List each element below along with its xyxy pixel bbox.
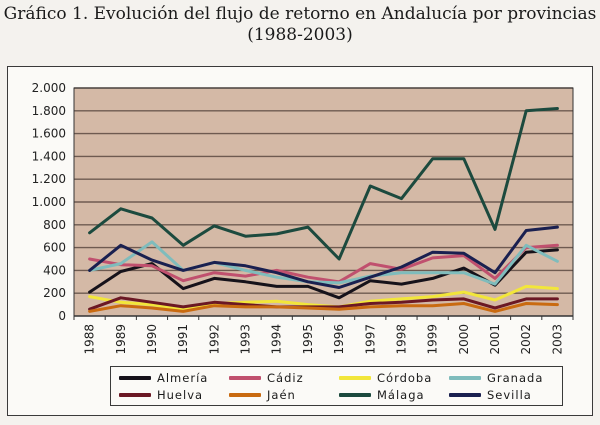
x-tick-label: 1992 bbox=[207, 324, 221, 355]
y-tick-label: 2.000 bbox=[32, 81, 66, 95]
legend-item-jaen: Jaén bbox=[229, 387, 296, 403]
legend-item-malaga: Málaga bbox=[339, 387, 425, 403]
series-line-cadiz bbox=[88, 243, 559, 284]
x-tick-labels: 1988 1989 1990 1991 1992 1993 1994 1995 1996 1997… bbox=[83, 324, 565, 355]
y-tick-label: 600 bbox=[43, 241, 66, 255]
legend-item-cordoba: Córdoba bbox=[339, 370, 432, 386]
y-tick-label: 400 bbox=[43, 263, 66, 277]
y-tick-label: 800 bbox=[43, 218, 66, 232]
series-line-malaga bbox=[88, 107, 559, 261]
legend-label: Almería bbox=[157, 371, 209, 385]
y-tick-label: 200 bbox=[43, 286, 66, 300]
legend-label: Huelva bbox=[157, 388, 204, 402]
legend-label: Jaén bbox=[267, 388, 296, 402]
y-tick-labels: 0 200 400 600 800 1.000 1.200 1.400 1.600 1.800 2.… bbox=[32, 81, 66, 323]
chart-title: Gráfico 1. Evolución del flujo de retorn… bbox=[0, 4, 600, 46]
legend: Almería Cádiz Córdoba Granada Huelva Jaén Mála… bbox=[110, 366, 563, 406]
x-tick-label: 1996 bbox=[332, 324, 346, 355]
y-tick-label: 1.200 bbox=[32, 172, 66, 186]
legend-swatch bbox=[339, 393, 371, 397]
legend-swatch bbox=[449, 376, 481, 380]
x-tick-label: 1999 bbox=[426, 324, 440, 355]
x-tick-label: 1990 bbox=[145, 324, 159, 355]
series-lines bbox=[88, 107, 559, 313]
legend-label: Málaga bbox=[377, 388, 425, 402]
chart-title-line1: Gráfico 1. Evolución del flujo de retorn… bbox=[3, 4, 597, 24]
legend-swatch bbox=[449, 393, 481, 397]
x-tick-label: 1989 bbox=[114, 324, 128, 355]
legend-item-huelva: Huelva bbox=[119, 387, 203, 403]
series-line-huelva bbox=[88, 296, 559, 311]
legend-item-granada: Granada bbox=[449, 370, 543, 386]
x-tick-label: 1995 bbox=[301, 324, 315, 355]
axes bbox=[73, 87, 574, 320]
legend-label: Sevilla bbox=[487, 388, 532, 402]
y-tick-label: 0 bbox=[58, 309, 66, 323]
y-tick-label: 1.800 bbox=[32, 104, 66, 118]
legend-swatch bbox=[229, 393, 261, 397]
x-tick-label: 2000 bbox=[457, 324, 471, 355]
legend-item-sevilla: Sevilla bbox=[449, 387, 532, 403]
legend-item-almeria: Almería bbox=[119, 370, 208, 386]
legend-label: Córdoba bbox=[377, 371, 433, 385]
y-tick-label: 1.600 bbox=[32, 127, 66, 141]
x-tick-label: 1991 bbox=[176, 324, 190, 355]
legend-item-cadiz: Cádiz bbox=[229, 370, 304, 386]
y-tick-label: 1.400 bbox=[32, 149, 66, 163]
legend-label: Cádiz bbox=[267, 371, 304, 385]
x-tick-label: 1994 bbox=[270, 324, 284, 355]
x-tick-label: 1997 bbox=[363, 324, 377, 355]
legend-swatch bbox=[229, 376, 261, 380]
legend-swatch bbox=[339, 376, 371, 380]
legend-swatch bbox=[119, 393, 151, 397]
x-tick-label: 1998 bbox=[394, 324, 408, 355]
series-line-granada bbox=[88, 240, 559, 286]
x-tick-label: 2003 bbox=[550, 324, 564, 355]
x-tick-label: 1988 bbox=[83, 324, 97, 355]
legend-swatch bbox=[119, 376, 151, 380]
series-line-jaen bbox=[88, 302, 559, 313]
series-line-sevilla bbox=[88, 225, 559, 289]
x-tick-label: 2001 bbox=[488, 324, 502, 355]
y-tick-label: 1.000 bbox=[32, 195, 66, 209]
chart-title-line2: (1988-2003) bbox=[247, 25, 353, 45]
legend-label: Granada bbox=[487, 371, 544, 385]
series-line-almeria bbox=[88, 248, 559, 300]
x-tick-label: 2002 bbox=[519, 324, 533, 355]
x-tick-label: 1993 bbox=[239, 324, 253, 355]
